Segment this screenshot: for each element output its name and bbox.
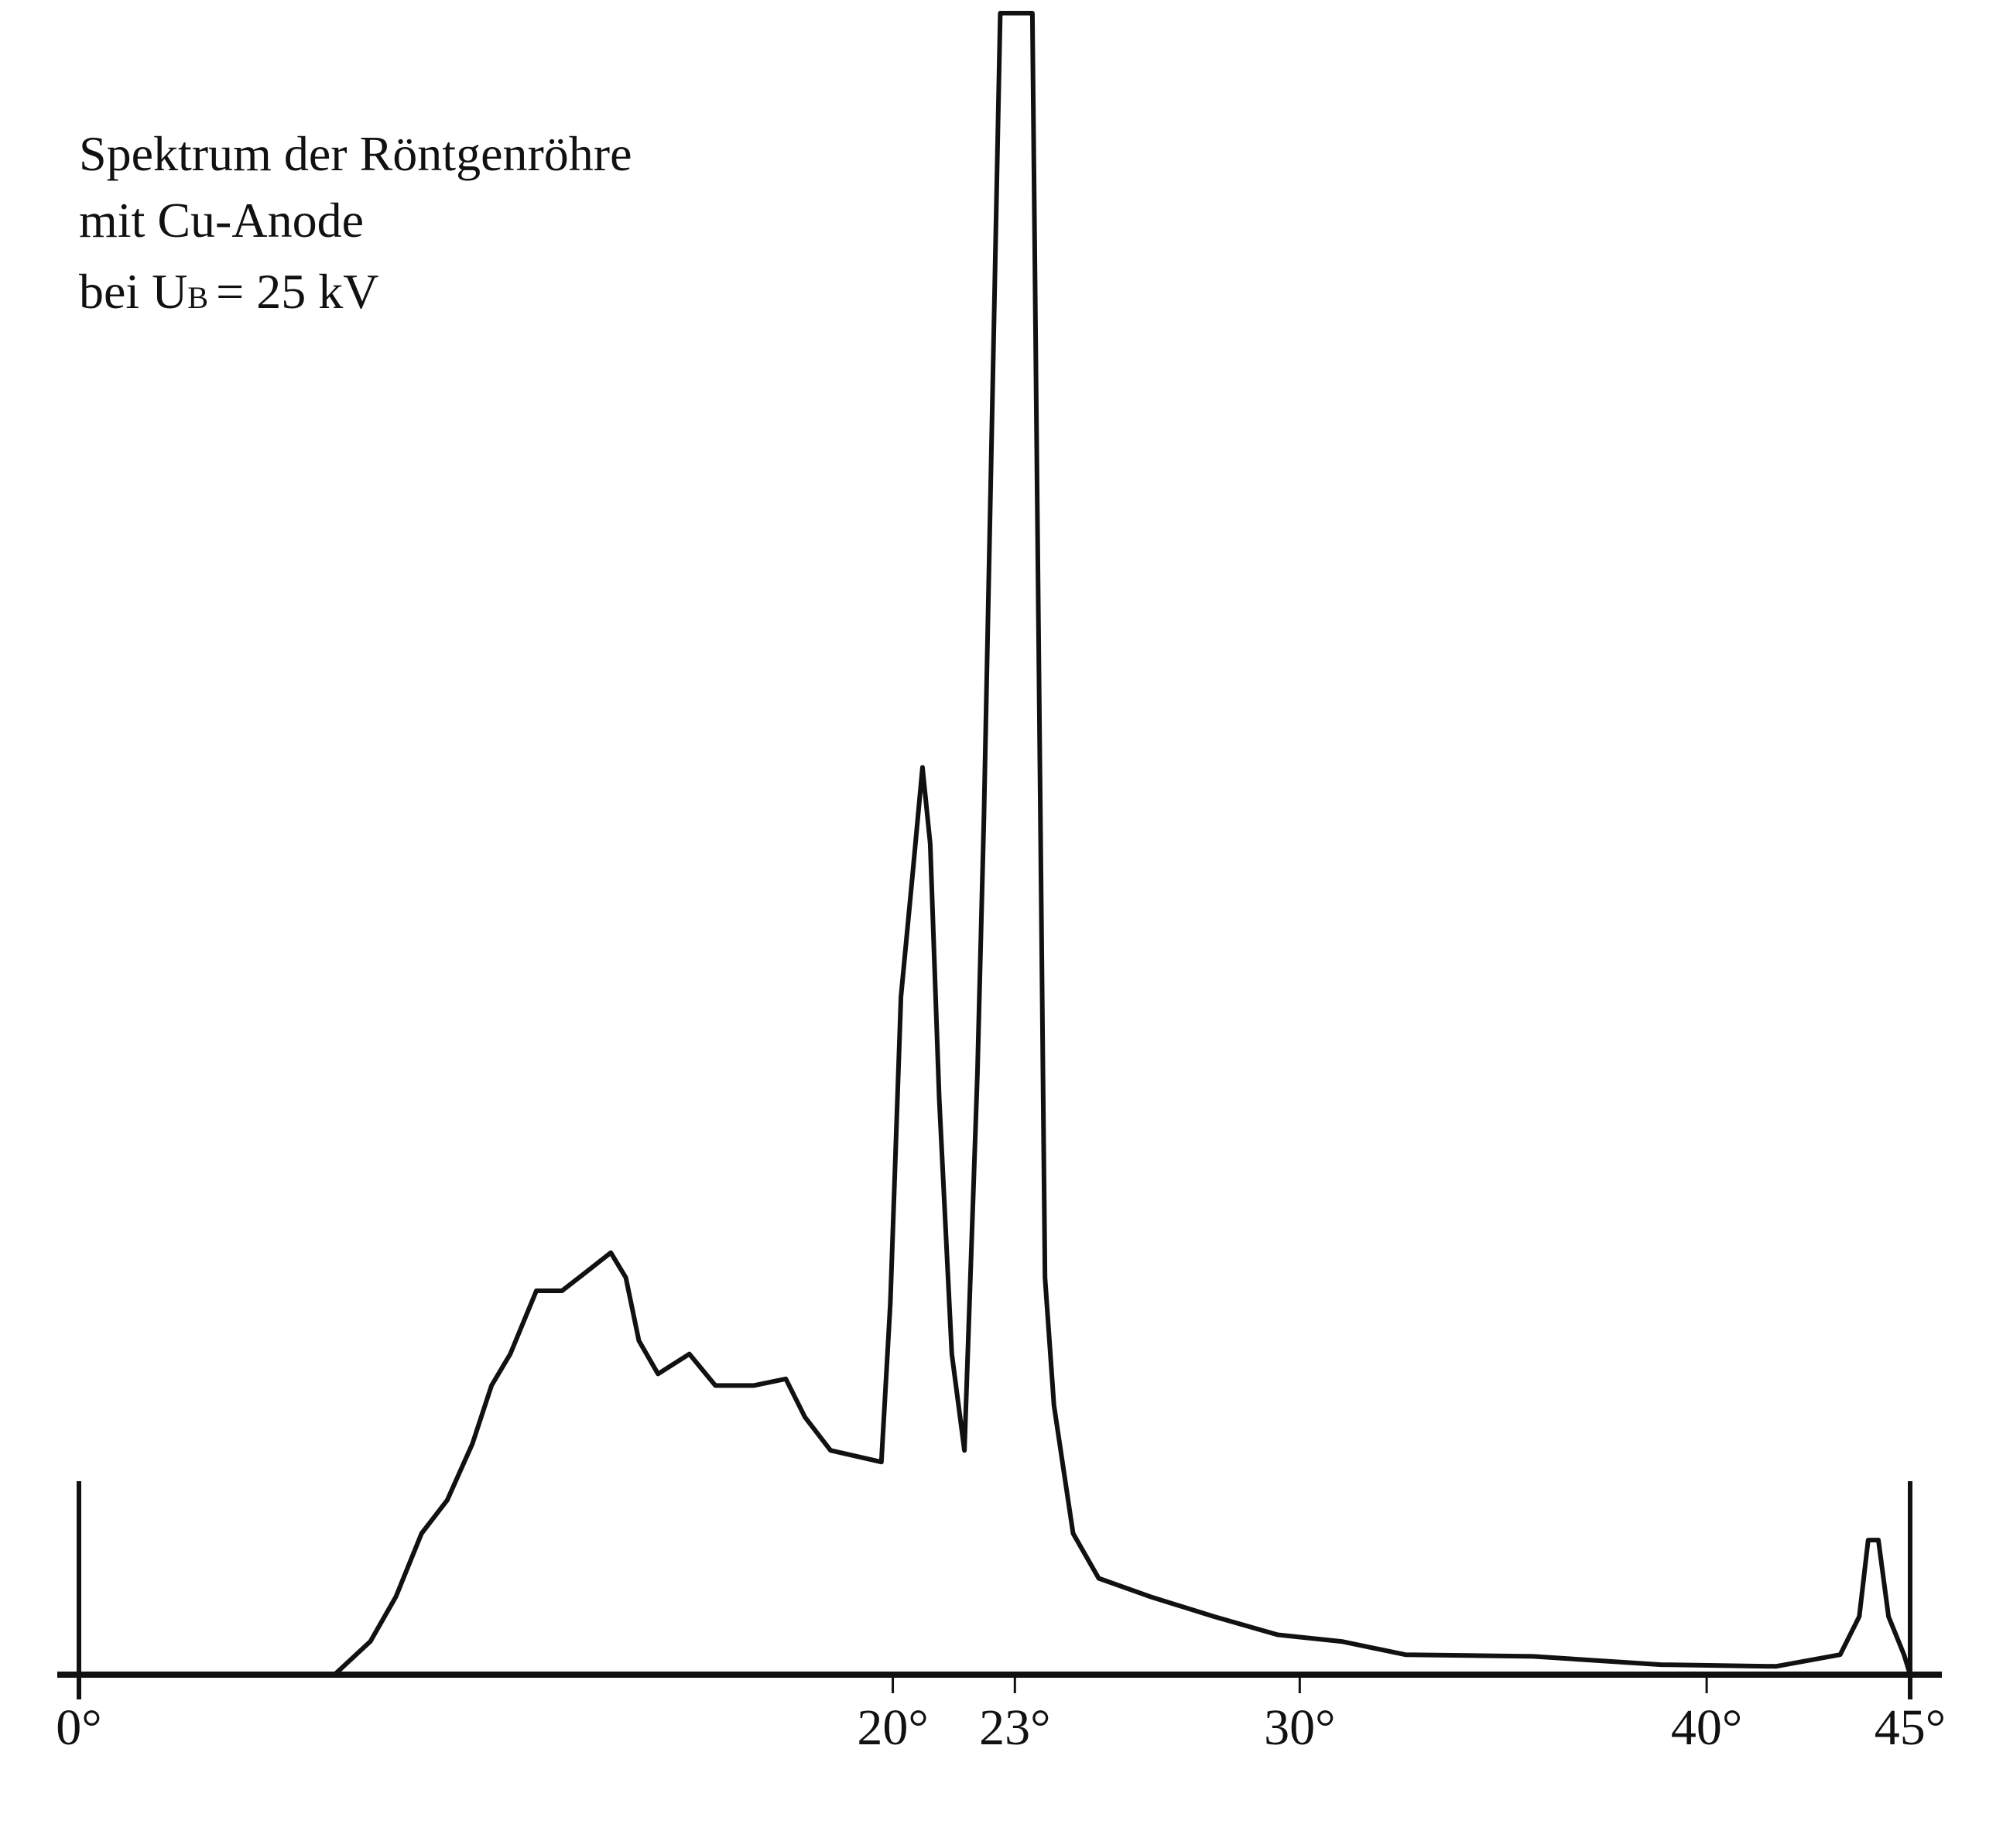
x-tick-label: 0° [56,1699,101,1756]
chart-title: bei UB = 25 kV [79,264,378,319]
spectrum-line [333,11,1912,1677]
title-part: bei U [79,264,187,319]
chart-title: Spektrum der Röntgenröhre [79,126,632,181]
x-tick-label: 23° [979,1699,1050,1756]
chart-title: mit Cu-Anode [79,193,364,248]
x-tick-label: 40° [1671,1699,1742,1756]
title-part: = 25 kV [216,264,378,319]
x-tick-label: 45° [1875,1699,1946,1756]
x-tick-label: 20° [857,1699,928,1756]
x-tick-label: 30° [1264,1699,1335,1756]
title-subscript: B [187,280,208,315]
